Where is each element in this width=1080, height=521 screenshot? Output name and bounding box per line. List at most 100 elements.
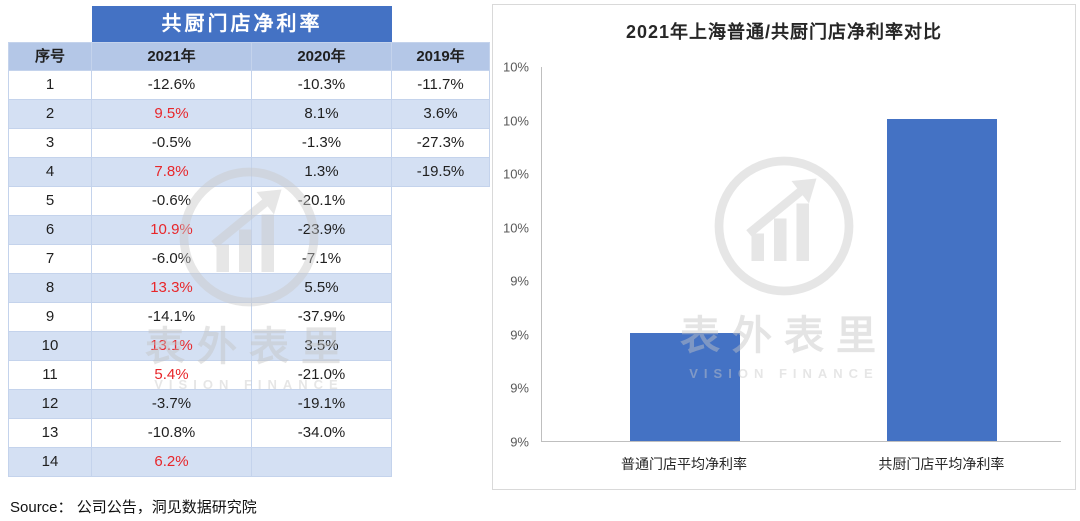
table-cell: 4 [8, 158, 92, 187]
table-cell: -27.3% [392, 129, 490, 158]
table-row: 1 -12.6% -10.3% -11.7% [8, 71, 490, 100]
table-cell: 1.3% [252, 158, 392, 187]
table-cell: -37.9% [252, 303, 392, 332]
title-right-spacer [392, 6, 490, 42]
chart-panel: 2021年上海普通/共厨门店净利率对比 10% 10% 10% 10% 9% 9% 9% 9%… [492, 4, 1076, 490]
table-row: 12 -3.7% -19.1% [8, 390, 490, 419]
table-cell [392, 187, 490, 216]
table-cell: 6 [8, 216, 92, 245]
table-row: 4 7.8% 1.3% -19.5% [8, 158, 490, 187]
title-left-spacer [8, 6, 92, 42]
table-cell: 5.4% [92, 361, 252, 390]
table-row: 5 -0.6% -20.1% [8, 187, 490, 216]
table-cell: 10 [8, 332, 92, 361]
table-cell: -7.1% [252, 245, 392, 274]
table-cell: 9.5% [92, 100, 252, 129]
y-axis-label: 9% [510, 380, 529, 396]
table-cell: -14.1% [92, 303, 252, 332]
table-cell: -34.0% [252, 419, 392, 448]
source-note: Source： 公司公告，洞见数据研究院 [10, 499, 257, 516]
table-cell: 3 [8, 129, 92, 158]
net-margin-table: 共厨门店净利率 序号 2021年 2020年 2019年 1 -12.6% -10.3% -… [8, 6, 490, 477]
table-cell: 13 [8, 419, 92, 448]
table-header-row: 序号 2021年 2020年 2019年 [8, 42, 490, 71]
table-cell: 3.6% [392, 100, 490, 129]
table-cell [392, 245, 490, 274]
table-row: 7 -6.0% -7.1% [8, 245, 490, 274]
table-row: 9 -14.1% -37.9% [8, 303, 490, 332]
table-cell: 13.3% [92, 274, 252, 303]
column-header: 序号 [8, 42, 92, 71]
table-cell [392, 274, 490, 303]
table-cell: -3.7% [92, 390, 252, 419]
table-cell [392, 361, 490, 390]
bar-shared-kitchen-avg [886, 119, 997, 441]
y-axis-label: 9% [510, 273, 529, 289]
table-cell: 10.9% [92, 216, 252, 245]
table-cell: -6.0% [92, 245, 252, 274]
table-cell: 8.1% [252, 100, 392, 129]
column-header: 2019年 [392, 42, 490, 71]
table-title: 共厨门店净利率 [92, 6, 392, 42]
table-grid: 序号 2021年 2020年 2019年 1 -12.6% -10.3% -11.7% 2 9.… [8, 42, 490, 477]
y-axis-label: 10% [502, 59, 529, 75]
table-row: 10 13.1% 3.5% [8, 332, 490, 361]
table-cell [392, 390, 490, 419]
table-cell: 12 [8, 390, 92, 419]
table-cell: -23.9% [252, 216, 392, 245]
plot-area [541, 67, 1061, 442]
table-cell [252, 448, 392, 477]
table-row: 8 13.3% 5.5% [8, 274, 490, 303]
table-cell: -11.7% [392, 71, 490, 100]
table-row: 14 6.2% [8, 448, 490, 477]
table-cell: -20.1% [252, 187, 392, 216]
bar-ordinary-store-avg [629, 332, 740, 441]
table-cell: -0.6% [92, 187, 252, 216]
x-axis-label: 普通门店平均净利率 [621, 456, 747, 472]
y-axis-label: 10% [502, 166, 529, 182]
y-axis-label: 9% [510, 327, 529, 343]
table-row: 3 -0.5% -1.3% -27.3% [8, 129, 490, 158]
table-cell: 9 [8, 303, 92, 332]
column-header: 2020年 [252, 42, 392, 71]
table-cell: 11 [8, 361, 92, 390]
y-axis-label: 10% [502, 220, 529, 236]
table-cell: -10.3% [252, 71, 392, 100]
y-axis-label: 9% [510, 434, 529, 450]
chart-title: 2021年上海普通/共厨门店净利率对比 [625, 22, 943, 42]
table-cell: 8 [8, 274, 92, 303]
table-cell: 1 [8, 71, 92, 100]
x-axis-label: 共厨门店平均净利率 [878, 456, 1005, 472]
table-row: 11 5.4% -21.0% [8, 361, 490, 390]
table-cell: -19.5% [392, 158, 490, 187]
table-cell [392, 303, 490, 332]
table-cell: 14 [8, 448, 92, 477]
table-row: 13 -10.8% -34.0% [8, 419, 490, 448]
table-cell: 7 [8, 245, 92, 274]
table-cell: 6.2% [92, 448, 252, 477]
table-row: 2 9.5% 8.1% 3.6% [8, 100, 490, 129]
table-cell: -1.3% [252, 129, 392, 158]
y-axis-label: 10% [502, 113, 529, 129]
table-cell [392, 448, 490, 477]
table-cell: 3.5% [252, 332, 392, 361]
table-cell: 5 [8, 187, 92, 216]
table-body: 1 -12.6% -10.3% -11.7% 2 9.5% 8.1% 3.6% 3 -0.5% -1… [8, 71, 490, 477]
y-axis: 10% 10% 10% 10% 9% 9% 9% 9% [493, 60, 537, 450]
table-title-row: 共厨门店净利率 [8, 6, 490, 42]
table-cell [392, 332, 490, 361]
table-cell: 13.1% [92, 332, 252, 361]
table-cell [392, 216, 490, 245]
table-cell: 5.5% [252, 274, 392, 303]
table-cell: -0.5% [92, 129, 252, 158]
table-cell: 7.8% [92, 158, 252, 187]
table-cell: 2 [8, 100, 92, 129]
x-axis-labels: 普通门店平均净利率 共厨门店平均净利率 [541, 454, 1061, 476]
column-header: 2021年 [92, 42, 252, 71]
table-cell: -21.0% [252, 361, 392, 390]
table-row: 6 10.9% -23.9% [8, 216, 490, 245]
table-cell [392, 419, 490, 448]
table-cell: -10.8% [92, 419, 252, 448]
table-cell: -12.6% [92, 71, 252, 100]
table-cell: -19.1% [252, 390, 392, 419]
